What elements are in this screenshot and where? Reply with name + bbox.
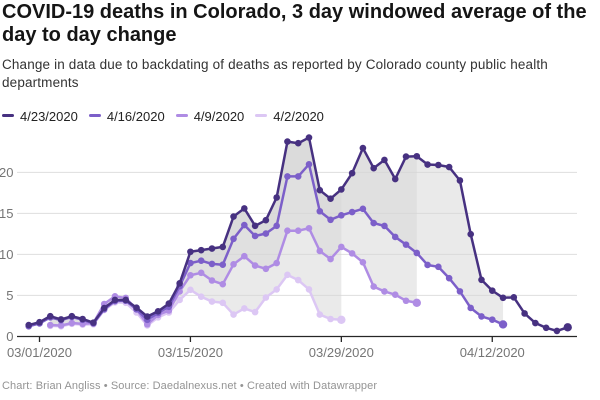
svg-text:0: 0 [6, 329, 13, 344]
svg-text:03/01/2020: 03/01/2020 [7, 345, 72, 360]
svg-text:10: 10 [0, 247, 14, 262]
svg-text:15: 15 [0, 206, 14, 221]
svg-text:20: 20 [0, 165, 14, 180]
svg-text:5: 5 [6, 288, 13, 303]
svg-text:03/29/2020: 03/29/2020 [309, 345, 374, 360]
svg-text:04/12/2020: 04/12/2020 [460, 345, 525, 360]
svg-text:03/15/2020: 03/15/2020 [158, 345, 223, 360]
